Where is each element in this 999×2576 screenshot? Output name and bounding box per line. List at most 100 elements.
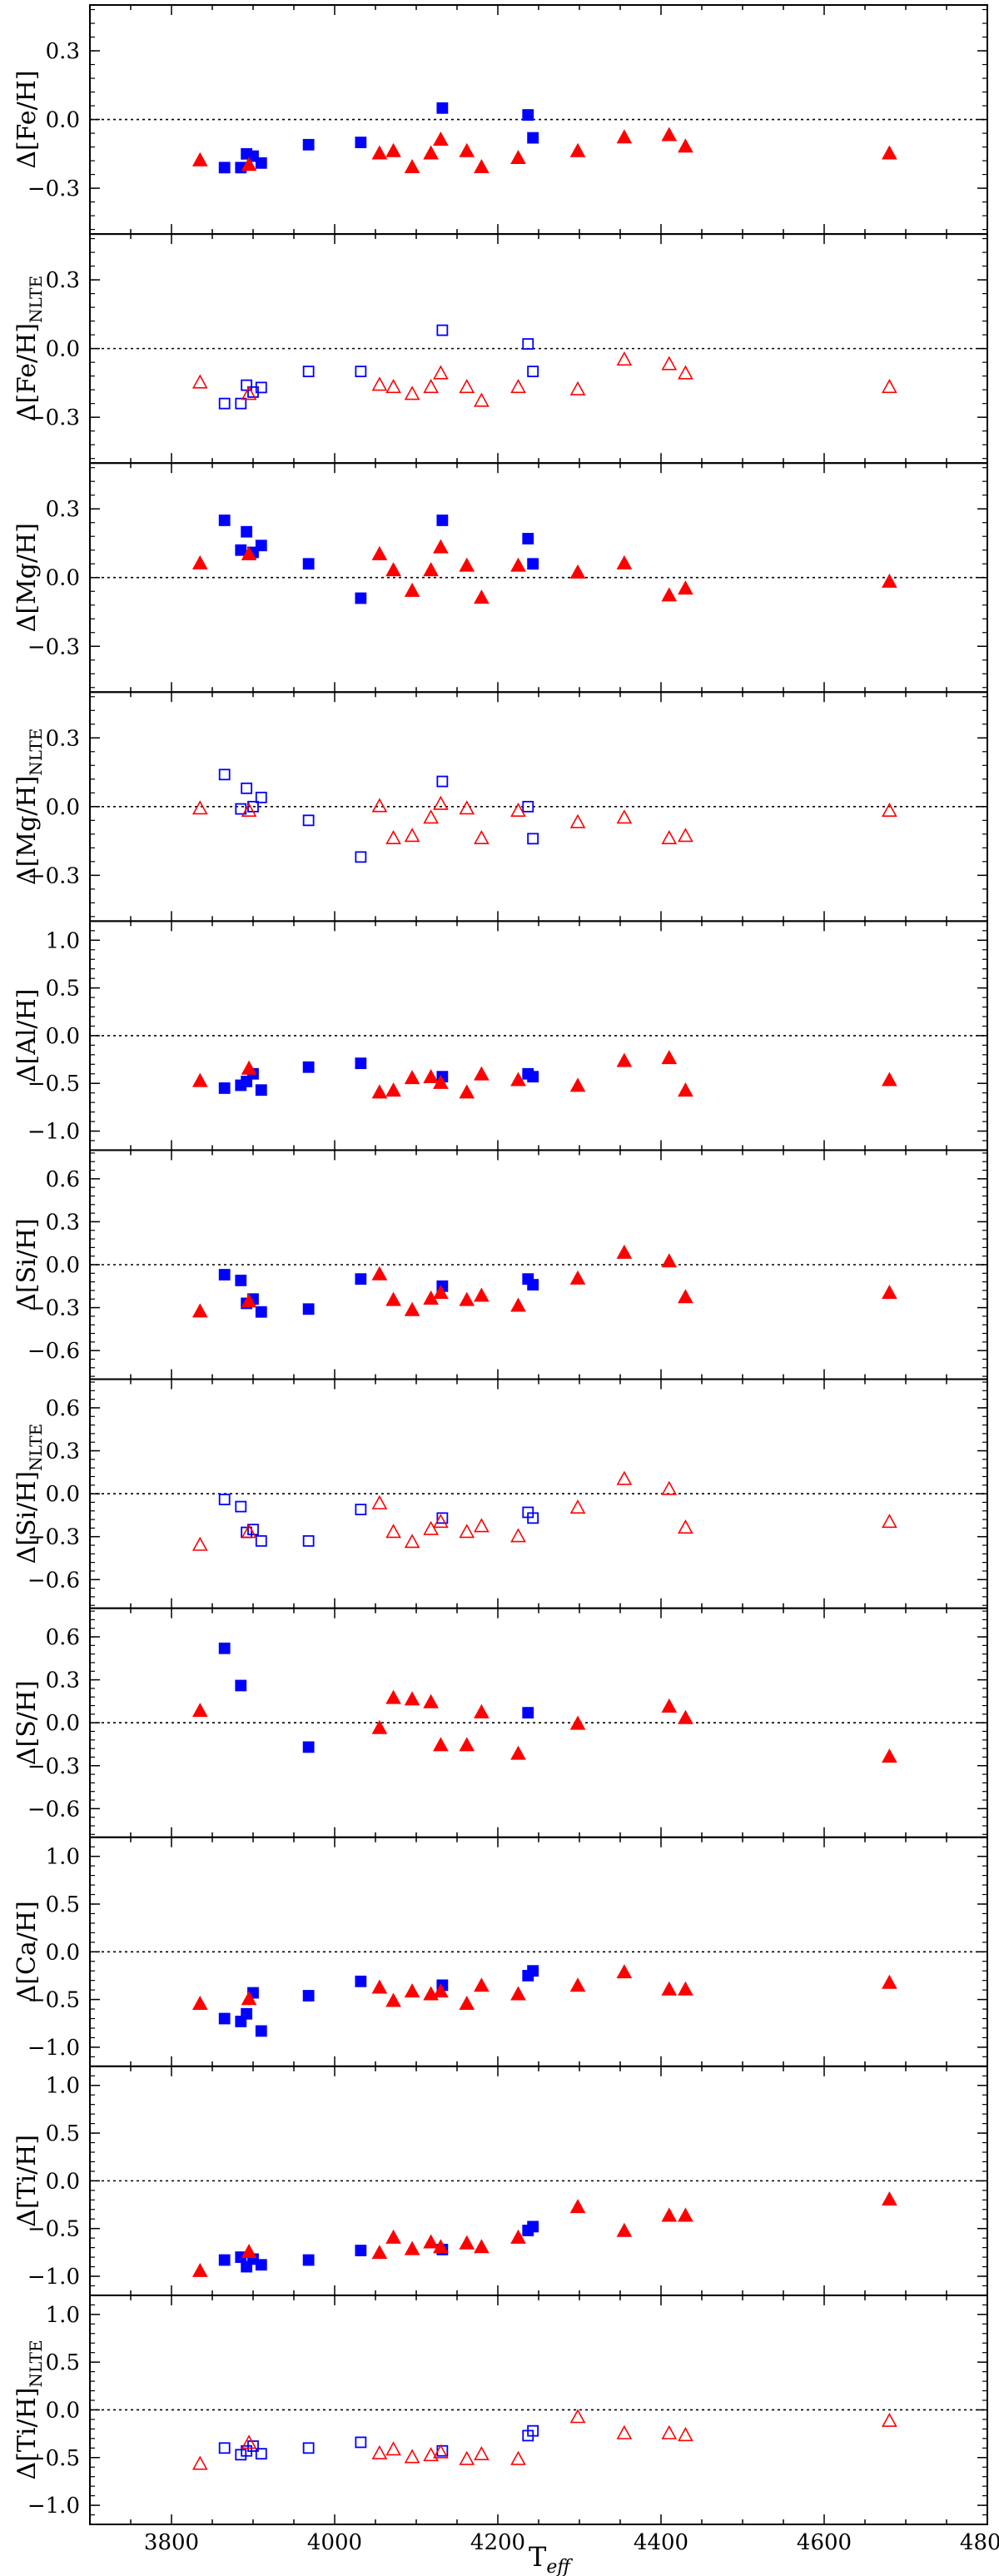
data-point-triangle	[661, 2207, 678, 2222]
data-point-triangle	[423, 2447, 439, 2462]
data-point-triangle	[678, 365, 693, 380]
data-point-triangle	[191, 374, 208, 389]
data-point-triangle	[474, 2445, 490, 2461]
data-point-triangle	[616, 1470, 633, 1485]
y-tick-label: −0.3	[27, 1296, 80, 1321]
y-tick-label: 0.3	[46, 497, 80, 522]
data-point-triangle	[474, 2239, 490, 2254]
y-tick-label: −1.0	[27, 2036, 80, 2061]
data-point-triangle	[241, 1991, 257, 2006]
x-tick-label: 4000	[307, 2530, 362, 2555]
data-point-triangle	[459, 1291, 475, 1306]
data-point-triangle	[474, 1703, 490, 1718]
data-point-square	[218, 768, 231, 781]
y-axis-label: Δ[Fe/H]NLTE	[12, 276, 46, 421]
x-tick-label: 4400	[634, 2530, 688, 2555]
y-axis-label: Δ[Mg/H]NLTE	[12, 729, 46, 885]
data-point-triangle	[678, 1981, 693, 1996]
data-point-triangle	[678, 1709, 693, 1724]
data-point-triangle	[510, 149, 526, 164]
data-point-square	[355, 1057, 367, 1070]
data-point-square	[355, 137, 367, 148]
data-point-triangle	[241, 157, 257, 172]
y-axis-label-subscript: NLTE	[26, 1424, 46, 1471]
data-point-square	[218, 2442, 231, 2454]
data-point-triangle	[678, 1289, 693, 1304]
y-tick-label: 0.0	[46, 108, 80, 133]
data-point-triangle	[569, 2199, 586, 2214]
data-point-square	[255, 381, 267, 394]
data-point-square	[241, 782, 253, 794]
y-tick-label: −0.3	[27, 1754, 80, 1779]
y-axis-label: Δ[S/H]	[12, 1680, 42, 1765]
y-axis-label: Δ[Mg/H]	[12, 523, 42, 632]
data-point-square	[255, 791, 267, 803]
data-point-triangle	[510, 2450, 526, 2465]
data-point-square	[527, 132, 539, 144]
data-point-triangle	[423, 145, 439, 160]
data-point-triangle	[661, 2424, 678, 2439]
y-axis-label: Δ[Fe/H]	[12, 70, 42, 168]
data-point-triangle	[616, 1964, 633, 1979]
data-point-triangle	[433, 365, 449, 380]
data-point-triangle	[371, 545, 388, 560]
data-point-square	[218, 1082, 231, 1094]
data-point-triangle	[404, 1691, 420, 1706]
data-point-square	[527, 1279, 539, 1290]
data-point-triangle	[371, 1494, 388, 1509]
data-point-triangle	[191, 1072, 208, 1087]
data-point-square	[436, 102, 449, 114]
data-point-square	[527, 2424, 539, 2437]
panel-10: −1.0 −0.5 0.0 0.5 1.0 Δ[Ti/H]	[12, 2065, 988, 2296]
y-axis-label-main: Δ[S/H]	[12, 1680, 42, 1765]
data-point-triangle	[433, 1983, 449, 1998]
y-axis-label: Δ[Al/H]	[12, 989, 42, 1083]
data-point-triangle	[616, 1244, 633, 1259]
data-point-square	[218, 1269, 231, 1281]
y-axis-label: Δ[Ca/H]	[12, 1901, 42, 2002]
data-point-square	[235, 1500, 247, 1513]
data-point-triangle	[371, 1266, 388, 1281]
y-axis-label: Δ[Si/H]NLTE	[12, 1424, 46, 1564]
data-point-triangle	[882, 379, 897, 394]
data-point-triangle	[459, 2235, 475, 2250]
data-point-triangle	[569, 142, 586, 157]
data-point-triangle	[404, 1983, 420, 1998]
y-tick-label: 0.5	[46, 977, 80, 1002]
data-point-triangle	[433, 1285, 449, 1300]
data-point-triangle	[191, 1303, 208, 1318]
x-axis-label-subscript: eff	[546, 2557, 573, 2576]
data-point-triangle	[433, 539, 449, 554]
data-point-triangle	[423, 2234, 439, 2249]
y-tick-label: 0.6	[46, 1396, 80, 1421]
data-point-square	[255, 2259, 267, 2271]
y-tick-label: 1.0	[46, 2303, 80, 2328]
data-point-square	[527, 833, 539, 845]
data-point-triangle	[433, 1737, 449, 1752]
data-point-square	[255, 2448, 267, 2460]
data-point-square	[302, 138, 315, 151]
y-axis-label-main: Δ[Mg/H]	[12, 776, 42, 885]
data-point-square	[235, 544, 247, 556]
data-point-triangle	[661, 356, 678, 370]
y-tick-label: 0.0	[46, 337, 80, 362]
data-point-triangle	[404, 385, 420, 400]
data-point-triangle	[241, 545, 257, 560]
data-point-triangle	[510, 802, 526, 818]
data-point-triangle	[510, 1297, 526, 1312]
y-tick-label: −0.3	[27, 405, 80, 430]
data-point-square	[355, 2245, 367, 2256]
x-tick-label: 4600	[797, 2530, 852, 2555]
data-point-triangle	[385, 1291, 401, 1306]
y-tick-label: 0.0	[46, 1024, 80, 1049]
y-tick-label: 0.3	[46, 1440, 80, 1465]
data-point-square	[527, 1071, 539, 1083]
data-point-square	[522, 338, 534, 351]
y-tick-label: 1.0	[46, 928, 80, 953]
data-point-triangle	[882, 1285, 897, 1300]
data-point-triangle	[404, 2449, 420, 2464]
data-point-triangle	[459, 1995, 475, 2010]
data-point-square	[436, 515, 449, 526]
data-point-triangle	[661, 1981, 678, 1996]
y-axis-label-subscript: NLTE	[26, 276, 46, 323]
